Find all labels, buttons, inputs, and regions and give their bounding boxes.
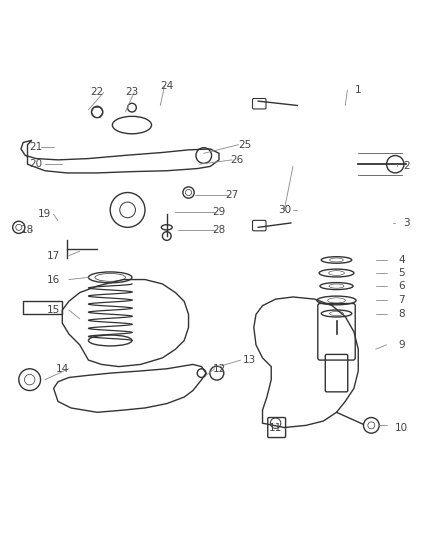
Text: 15: 15 (47, 305, 60, 315)
Text: 30: 30 (278, 205, 291, 215)
Text: 27: 27 (226, 190, 239, 200)
Text: 18: 18 (21, 224, 34, 235)
Text: 26: 26 (230, 155, 243, 165)
Text: 29: 29 (212, 207, 226, 217)
Text: 8: 8 (399, 309, 405, 319)
Text: 14: 14 (56, 364, 69, 374)
Text: 4: 4 (399, 255, 405, 265)
Text: 1: 1 (355, 85, 362, 95)
Text: 20: 20 (30, 159, 43, 169)
Text: 10: 10 (395, 423, 408, 433)
Text: 19: 19 (38, 209, 52, 219)
Text: 2: 2 (403, 161, 410, 172)
Text: 11: 11 (269, 423, 282, 433)
Text: 17: 17 (47, 251, 60, 261)
Text: 12: 12 (212, 364, 226, 374)
Text: 7: 7 (399, 295, 405, 305)
Text: 24: 24 (160, 81, 173, 91)
Text: 6: 6 (399, 281, 405, 291)
Text: 21: 21 (30, 142, 43, 152)
Text: 23: 23 (125, 87, 138, 98)
Text: 5: 5 (399, 268, 405, 278)
Text: 13: 13 (243, 355, 256, 365)
Text: 3: 3 (403, 218, 410, 228)
Text: 16: 16 (47, 274, 60, 285)
Text: 25: 25 (238, 140, 252, 150)
Text: 22: 22 (91, 87, 104, 98)
Text: 28: 28 (212, 224, 226, 235)
Text: 9: 9 (399, 340, 405, 350)
